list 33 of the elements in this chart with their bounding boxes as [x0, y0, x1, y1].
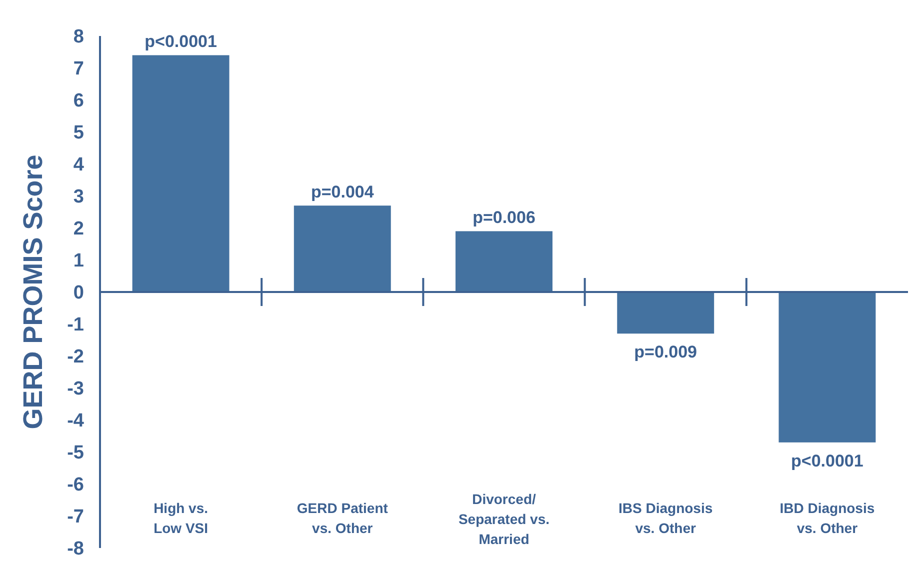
- y-tick-label: 0: [73, 282, 84, 304]
- annotation: p<0.0001: [144, 32, 217, 52]
- y-tick-label: 3: [73, 186, 84, 208]
- y-tick-label: -3: [67, 378, 84, 400]
- bar: [456, 231, 552, 292]
- y-tick-label: -7: [67, 506, 84, 528]
- bar: [132, 55, 230, 292]
- y-tick-label: 4: [73, 154, 84, 176]
- y-tick-label: 2: [73, 218, 84, 240]
- y-tick-label: -5: [67, 442, 84, 464]
- bar: [617, 292, 714, 334]
- y-tick-label: 8: [73, 26, 84, 48]
- y-tick-label: -4: [67, 410, 84, 432]
- bar: [778, 292, 876, 442]
- annotation: p=0.004: [310, 182, 374, 202]
- x-tick-label: High vs. Low VSI: [154, 500, 208, 536]
- y-tick-label: -2: [67, 346, 84, 368]
- annotation: p=0.009: [634, 342, 698, 362]
- x-tick-label: GERD Patient vs. Other: [296, 500, 388, 536]
- y-axis-title: GERD PROMIS Score: [18, 154, 48, 430]
- x-tick-label: IBD Diagnosis vs. Other: [780, 500, 875, 536]
- y-tick-label: 1: [73, 250, 84, 272]
- y-tick-label: -1: [67, 314, 84, 336]
- annotation: p=0.006: [472, 208, 536, 228]
- annotation: p<0.0001: [791, 451, 864, 470]
- x-tick-label: IBS Diagnosis vs. Other: [618, 500, 713, 536]
- y-tick-label: 6: [73, 90, 84, 112]
- y-tick-label: -8: [67, 538, 84, 560]
- x-tick-label: Divorced/ Separated vs. Married: [458, 491, 550, 547]
- y-tick-label: -6: [67, 474, 84, 496]
- y-tick-label: 7: [73, 58, 84, 80]
- y-tick-label: 5: [73, 122, 84, 144]
- bar: [294, 206, 391, 292]
